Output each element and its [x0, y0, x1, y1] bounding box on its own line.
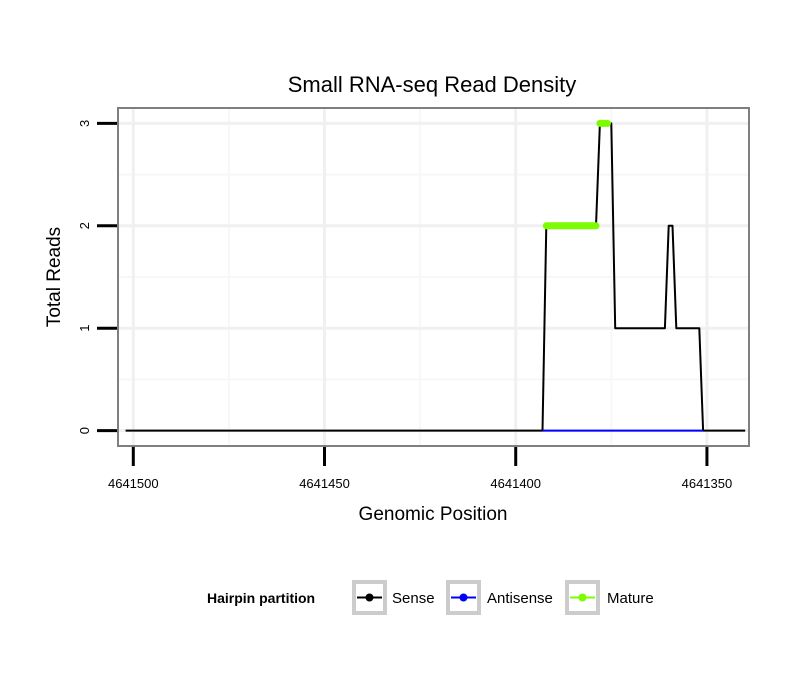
legend-item-mature: Mature [565, 580, 654, 615]
legend-label-mature: Mature [607, 590, 654, 607]
x-axis-title: Genomic Position [359, 504, 508, 525]
x-tick-label: 4641350 [682, 476, 733, 491]
x-tick-label: 4641450 [299, 476, 350, 491]
y-tick-label: 2 [77, 222, 92, 229]
legend-title: Hairpin partition [207, 590, 315, 606]
legend-key-box [352, 580, 387, 615]
legend-item-antisense: Antisense [446, 580, 553, 615]
series-layer [125, 119, 746, 432]
y-axis-title: Total Reads [44, 227, 65, 327]
y-axis: 0 1 2 3 [77, 120, 117, 434]
legend-key-point [459, 593, 468, 602]
y-tick-label: 1 [77, 325, 92, 332]
legend-label-sense: Sense [392, 590, 435, 607]
legend-label-antisense: Antisense [487, 590, 553, 607]
x-tick-label: 4641500 [108, 476, 159, 491]
chart-title: Small RNA-seq Read Density [288, 72, 577, 97]
legend-key-point [365, 593, 374, 602]
y-tick-label: 3 [77, 120, 92, 127]
legend-key-point [578, 593, 587, 602]
legend-item-sense: Sense [352, 580, 435, 615]
legend-key-box [565, 580, 600, 615]
y-tick-label: 0 [77, 427, 92, 434]
x-axis: 4641500 4641450 4641400 4641350 [108, 447, 732, 491]
x-tick-label: 4641400 [490, 476, 541, 491]
legend-key-box [446, 580, 481, 615]
plot-border [117, 107, 750, 447]
legend: Hairpin partition Sense Antisense Mature [207, 580, 654, 615]
